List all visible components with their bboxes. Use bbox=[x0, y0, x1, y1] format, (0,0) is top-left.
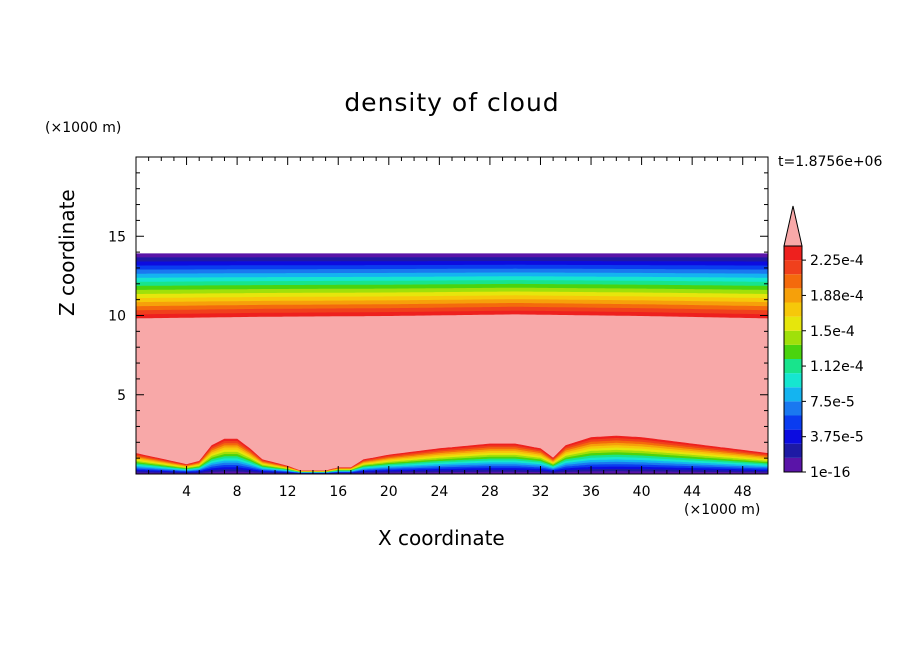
y-tick-label-15: 15 bbox=[108, 229, 126, 245]
x-tick-label-36: 36 bbox=[582, 484, 600, 500]
colorbar-swatch-15 bbox=[784, 246, 802, 261]
colorbar-swatch-13 bbox=[784, 274, 802, 289]
x-tick-label-20: 20 bbox=[380, 484, 398, 500]
colorbar-label-3: 1.12e-4 bbox=[810, 359, 864, 375]
colorbar-swatch-12 bbox=[784, 288, 802, 303]
x-axis-label: X coordinate bbox=[378, 526, 505, 550]
colorbar-swatch-6 bbox=[784, 373, 802, 388]
x-axis-unit: (×1000 m) bbox=[684, 502, 761, 518]
colorbar-swatch-0 bbox=[784, 457, 802, 472]
colorbar-swatch-5 bbox=[784, 387, 802, 402]
y-tick-label-5: 5 bbox=[117, 388, 126, 404]
colorbar-swatch-10 bbox=[784, 316, 802, 331]
density-field bbox=[135, 253, 769, 475]
y-tick-label-10: 10 bbox=[108, 309, 126, 325]
colorbar-swatch-2 bbox=[784, 429, 802, 444]
colorbar-frame bbox=[783, 245, 803, 473]
colorbar-swatch-3 bbox=[784, 415, 802, 430]
colorbar-label-2: 7.5e-5 bbox=[810, 394, 855, 410]
x-tick-label-44: 44 bbox=[683, 484, 701, 500]
x-tick-label-24: 24 bbox=[430, 484, 448, 500]
x-tick-label-32: 32 bbox=[532, 484, 550, 500]
upper-band-0 bbox=[135, 253, 769, 258]
colorbar-label-4: 1.5e-4 bbox=[810, 324, 855, 340]
x-tick-label-8: 8 bbox=[233, 484, 242, 500]
colorbar-label-0: 1e-16 bbox=[810, 465, 850, 481]
x-tick-label-28: 28 bbox=[481, 484, 499, 500]
colorbar-swatch-1 bbox=[784, 443, 802, 458]
chart-title: density of cloud bbox=[344, 88, 560, 117]
y-axis-unit: (×1000 m) bbox=[45, 120, 122, 136]
colorbar-label-6: 2.25e-4 bbox=[810, 253, 864, 269]
colorbar-swatch-14 bbox=[784, 260, 802, 275]
x-tick-label-4: 4 bbox=[182, 484, 191, 500]
colorbar-extend-triangle bbox=[783, 205, 803, 247]
colorbar-swatch-4 bbox=[784, 401, 802, 416]
x-tick-label-16: 16 bbox=[329, 484, 347, 500]
colorbar-label-1: 3.75e-5 bbox=[810, 430, 864, 446]
x-tick-label-48: 48 bbox=[734, 484, 752, 500]
time-label: t=1.8756e+06 bbox=[778, 154, 883, 170]
colorbar-label-5: 1.88e-4 bbox=[810, 288, 864, 304]
x-tick-label-40: 40 bbox=[633, 484, 651, 500]
colorbar-swatch-11 bbox=[784, 302, 802, 317]
colorbar-swatch-7 bbox=[784, 359, 802, 374]
colorbar-swatch-8 bbox=[784, 344, 802, 359]
x-tick-label-12: 12 bbox=[279, 484, 297, 500]
colorbar: 1e-16 3.75e-5 7.5e-5 1.12e-4 1.5e-4 1.88e-4 2.… bbox=[783, 205, 864, 481]
colorbar-swatch-9 bbox=[784, 330, 802, 345]
